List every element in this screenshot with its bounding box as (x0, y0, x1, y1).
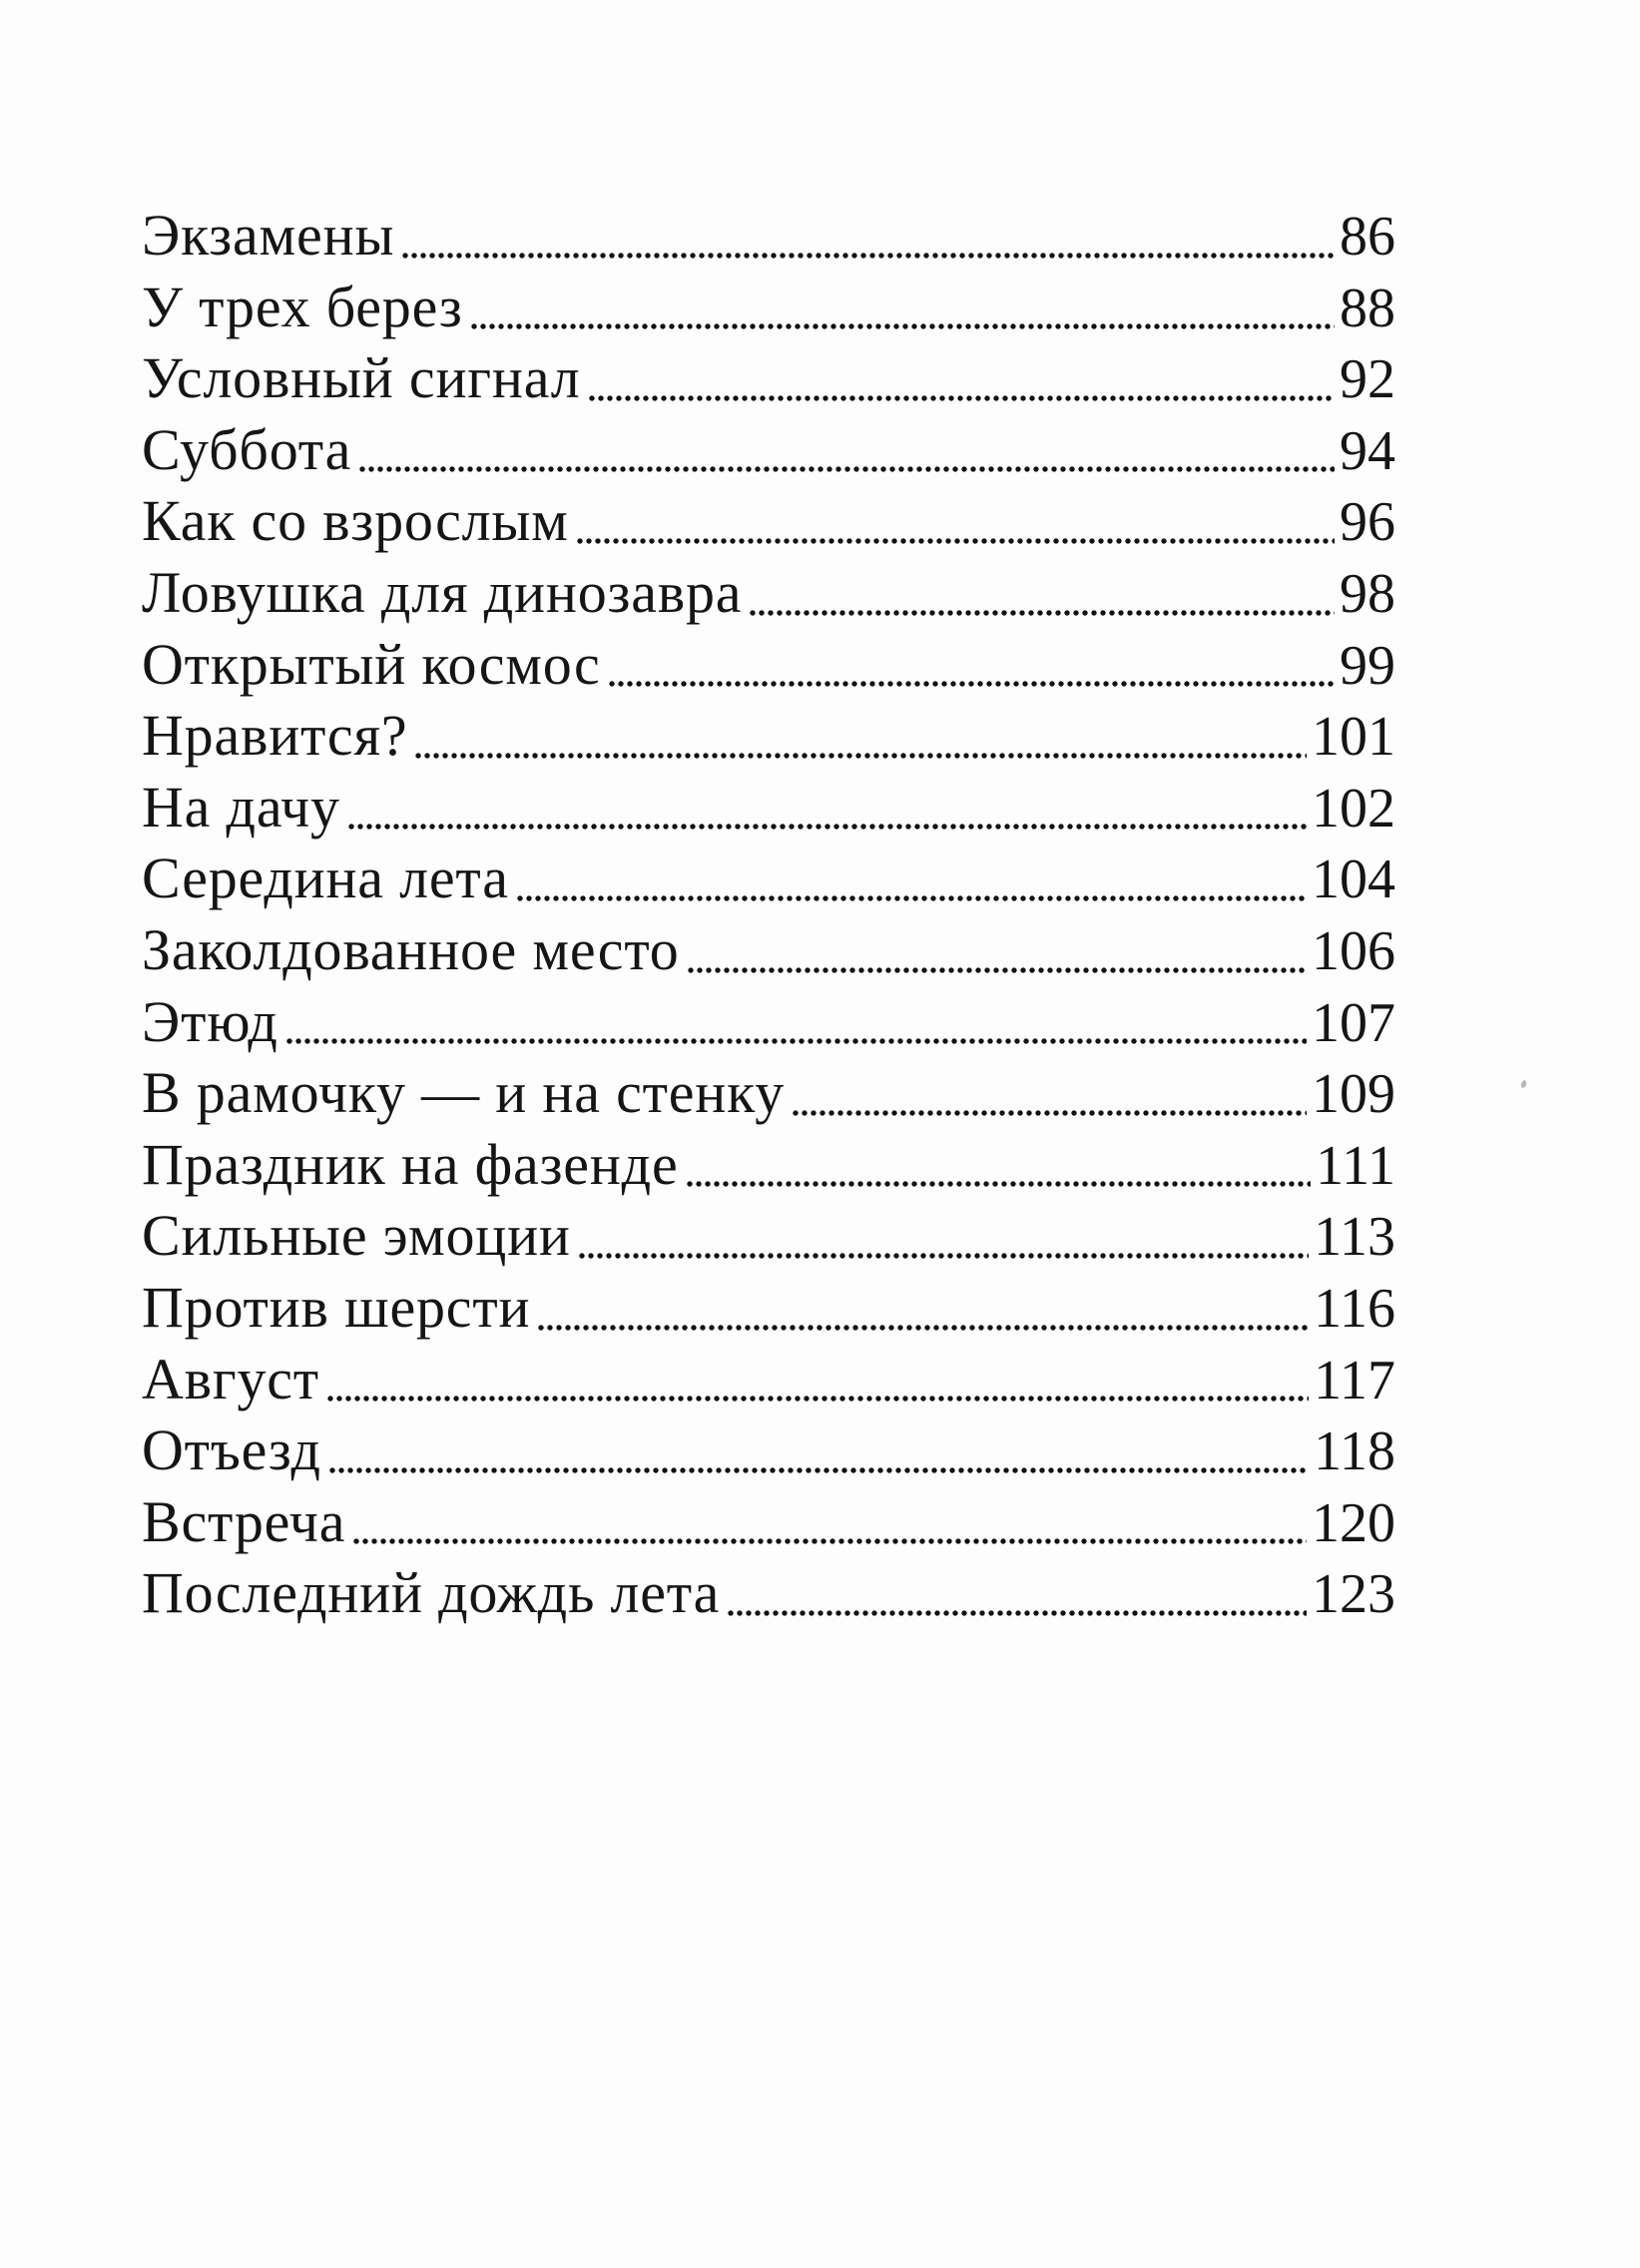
toc-entry: Сильные эмоции 113 (142, 1202, 1395, 1274)
toc-entry: Август 117 (142, 1346, 1395, 1418)
dotted-leader (686, 1181, 1312, 1188)
toc-entry-title: Нравится? (142, 703, 408, 769)
toc-entry-title: Суббота (142, 416, 352, 482)
toc-entry-title: Условный сигнал (142, 345, 581, 411)
toc-entry-page-number: 106 (1312, 919, 1395, 982)
toc-entry-title: Август (142, 1346, 319, 1412)
toc-entry: Открытый космос 99 (142, 631, 1395, 703)
toc-entry-page-number: 117 (1314, 1349, 1395, 1412)
dotted-leader (470, 323, 1335, 330)
dotted-leader (347, 824, 1307, 831)
toc-list: Экзамены 86 У трех берез 88 Условный сиг… (142, 202, 1395, 1631)
toc-entry-title: Открытый космос (142, 631, 601, 697)
toc-entry: Экзамены 86 (142, 202, 1395, 274)
toc-entry: Последний дождь лета 123 (142, 1559, 1395, 1631)
toc-entry-page-number: 118 (1314, 1420, 1395, 1483)
toc-entry-page-number: 111 (1316, 1134, 1395, 1197)
toc-entry-title: Ловушка для динозавра (142, 559, 743, 625)
toc-entry-title: Как со взрослым (142, 488, 569, 554)
toc-entry: Против шерсти 116 (142, 1274, 1395, 1346)
toc-entry: Встреча 120 (142, 1488, 1395, 1560)
toc-entry-page-number: 98 (1340, 562, 1395, 625)
toc-entry-title: На дачу (142, 774, 340, 840)
dotted-leader (415, 752, 1307, 759)
scan-speck (1519, 1079, 1528, 1089)
dotted-leader (516, 894, 1307, 901)
dotted-leader (793, 1109, 1307, 1116)
toc-entry-page-number: 99 (1340, 634, 1395, 697)
toc-entry-page-number: 96 (1340, 491, 1395, 554)
toc-entry-page-number: 109 (1312, 1063, 1395, 1126)
toc-entry-page-number: 104 (1312, 849, 1395, 911)
toc-entry: У трех берез 88 (142, 274, 1395, 345)
toc-entry-title: Встреча (142, 1488, 346, 1554)
dotted-leader (728, 1609, 1307, 1616)
toc-entry-page-number: 123 (1312, 1563, 1395, 1626)
toc-entry: Ловушка для динозавра 98 (142, 559, 1395, 631)
toc-entry: Как со взрослым 96 (142, 487, 1395, 559)
toc-entry-page-number: 107 (1312, 991, 1395, 1054)
toc-entry: Нравится? 101 (142, 702, 1395, 774)
toc-entry: Середина лета 104 (142, 845, 1395, 916)
toc-entry: Праздник на фазенде 111 (142, 1131, 1395, 1203)
toc-entry-page-number: 88 (1340, 277, 1395, 339)
toc-entry-title: У трех берез (142, 274, 463, 339)
dotted-leader (402, 252, 1335, 259)
dotted-leader (687, 966, 1307, 973)
toc-entry-title: Сильные эмоции (142, 1203, 571, 1269)
toc-entry-title: Этюд (142, 988, 278, 1054)
toc-entry: Отъезд 118 (142, 1417, 1395, 1488)
toc-entry-title: В рамочку — и на стенку (142, 1060, 786, 1126)
dotted-leader (538, 1324, 1310, 1331)
toc-entry-page-number: 86 (1340, 206, 1395, 268)
dotted-leader (353, 1538, 1307, 1545)
toc-entry-title: Против шерсти (142, 1274, 531, 1340)
dotted-leader (576, 537, 1335, 544)
toc-entry: В рамочку — и на стенку 109 (142, 1059, 1395, 1131)
dotted-leader (750, 609, 1335, 616)
toc-entry-page-number: 92 (1340, 348, 1395, 411)
dotted-leader (608, 681, 1335, 688)
toc-entry-title: Середина лета (142, 846, 509, 911)
toc-entry-page-number: 116 (1314, 1277, 1395, 1340)
dotted-leader (359, 466, 1335, 473)
dotted-leader (285, 1038, 1307, 1045)
toc-entry-page-number: 101 (1312, 706, 1395, 769)
toc-entry: Условный сигнал 92 (142, 344, 1395, 416)
toc-entry: Суббота 94 (142, 416, 1395, 488)
toc-entry-title: Отъезд (142, 1418, 321, 1483)
toc-entry: Этюд 107 (142, 988, 1395, 1060)
toc-entry: На дачу 102 (142, 774, 1395, 846)
toc-entry-title: Последний дождь лета (142, 1560, 721, 1626)
toc-entry-page-number: 120 (1312, 1491, 1395, 1554)
toc-entry-page-number: 113 (1314, 1206, 1395, 1269)
dotted-leader (326, 1396, 1310, 1403)
toc-entry-title: Экзамены (142, 203, 395, 268)
dotted-leader (328, 1466, 1310, 1473)
dotted-leader (588, 394, 1335, 401)
toc-entry-title: Праздник на фазенде (142, 1131, 679, 1197)
toc-entry-page-number: 102 (1312, 777, 1395, 840)
dotted-leader (578, 1252, 1310, 1259)
toc-entry: Заколдованное место 106 (142, 916, 1395, 988)
toc-entry-page-number: 94 (1340, 419, 1395, 482)
toc-entry-title: Заколдованное место (142, 916, 680, 982)
